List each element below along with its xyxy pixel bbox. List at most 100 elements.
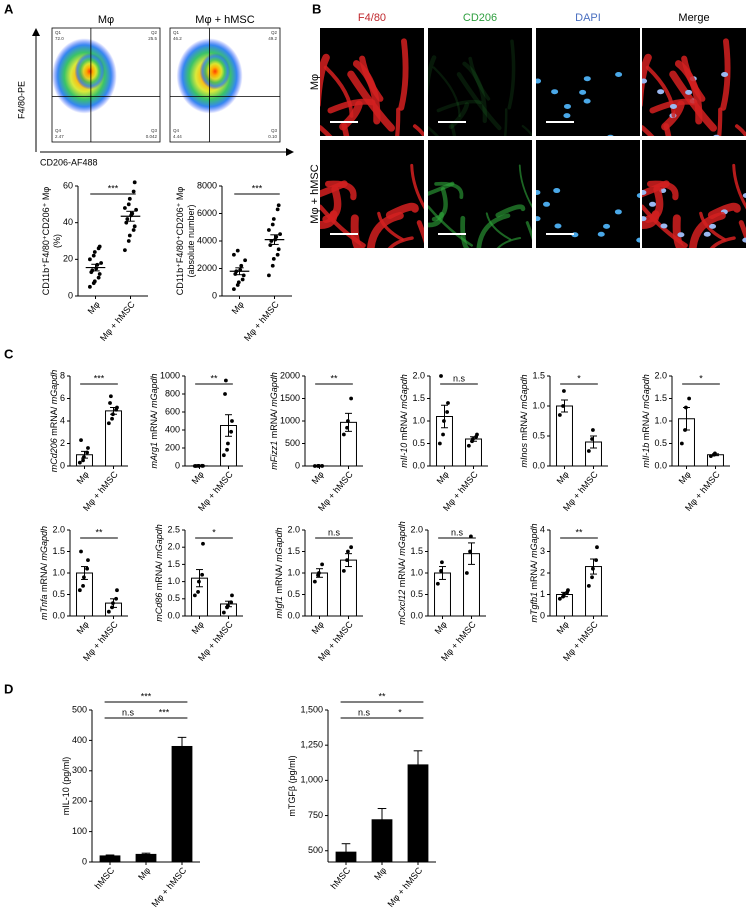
data-point xyxy=(85,566,90,571)
data-point xyxy=(192,593,197,598)
error-bar xyxy=(377,808,387,832)
bar xyxy=(340,559,357,617)
micrograph-content xyxy=(320,163,424,248)
sig-label: ** xyxy=(378,691,386,701)
data-point xyxy=(124,220,129,225)
data-point xyxy=(96,275,101,280)
data-point xyxy=(562,592,566,597)
cell xyxy=(428,126,440,136)
cell xyxy=(707,202,741,219)
sig-label: *** xyxy=(108,183,119,193)
cell xyxy=(645,65,676,118)
y-tick-label: 1.5 xyxy=(167,559,180,569)
data-point xyxy=(271,217,276,221)
arrow-head xyxy=(32,28,40,36)
label-part: mCd206 xyxy=(49,438,59,472)
label-part: mRNA/ xyxy=(269,407,279,441)
data-point xyxy=(88,257,92,262)
data-point xyxy=(201,464,205,468)
cells xyxy=(642,163,746,248)
y-tick-label: 2 xyxy=(540,567,545,577)
sig-label: ** xyxy=(210,373,218,383)
label-part: mArg1 xyxy=(149,442,159,469)
quadrant-value: 2.47 xyxy=(55,134,64,139)
cell xyxy=(720,38,731,111)
data-point xyxy=(590,575,594,580)
nucleus xyxy=(543,201,551,207)
cell xyxy=(428,211,444,228)
data-point xyxy=(123,206,127,210)
nucleus xyxy=(563,103,571,109)
y-tick-label: 1500 xyxy=(280,393,300,403)
error-bar xyxy=(177,736,187,757)
y-tick-label: 0.5 xyxy=(167,593,180,603)
bar xyxy=(465,438,482,467)
data-point xyxy=(269,239,274,243)
y-tick-label: 500 xyxy=(72,704,87,714)
y-axis-label: mTGFβ (pg/ml) xyxy=(287,755,297,816)
data-point xyxy=(557,596,562,601)
quadrant-value: 72.0 xyxy=(55,36,64,41)
y-tick-label: 0 xyxy=(295,460,300,470)
sig-label: * xyxy=(212,527,216,537)
data-point xyxy=(240,277,245,282)
y-tick-label: 4 xyxy=(540,524,545,534)
sig-label: ** xyxy=(95,527,103,537)
data-point xyxy=(442,419,446,423)
label-part: mRNA/ xyxy=(274,562,284,596)
cell xyxy=(460,215,470,248)
y-tick-label: 2.0 xyxy=(287,524,300,534)
sig-label: *** xyxy=(94,373,105,383)
bar xyxy=(171,745,193,863)
data-point xyxy=(679,441,684,446)
data-point xyxy=(229,429,234,434)
x-tick-label: Mφ xyxy=(190,619,206,636)
cell xyxy=(468,56,491,101)
y-tick-label: 400 xyxy=(165,424,180,434)
label-part: mRNA/ xyxy=(641,409,651,443)
data-point xyxy=(197,464,201,468)
nucleus xyxy=(685,89,693,95)
nucleus xyxy=(742,193,746,198)
cell xyxy=(503,108,508,136)
cell xyxy=(732,163,746,210)
y-tick-label: 60 xyxy=(63,180,73,190)
panel-label: A xyxy=(4,1,14,16)
data-point xyxy=(82,575,86,580)
y-tick-label: 0.0 xyxy=(287,610,300,620)
y-tick-label: 0 xyxy=(60,460,65,470)
data-point xyxy=(125,217,130,221)
cell xyxy=(738,220,746,244)
x-tick-label: Mφ xyxy=(230,299,246,316)
y-tick-label: 0.0 xyxy=(167,610,180,620)
data-point xyxy=(234,269,239,274)
data-point xyxy=(441,432,445,437)
cell xyxy=(350,214,366,248)
y-tick-label: 4000 xyxy=(197,235,217,245)
data-point xyxy=(591,428,595,432)
x-tick-label: Mφ xyxy=(435,469,451,486)
quadrant-name: Q1 xyxy=(173,30,180,35)
data-point xyxy=(221,453,226,458)
data-point xyxy=(79,438,83,443)
label-part: mIL-10 (pg/ml) xyxy=(61,757,71,816)
micrograph-content xyxy=(642,163,746,248)
quadrant-value: 49.2 xyxy=(268,36,277,41)
y-tick-label: 2000 xyxy=(197,263,217,273)
arrow-head xyxy=(286,148,294,156)
y-axis-label: CD11b⁺F4/80⁺CD206⁺ Mφ xyxy=(41,187,51,296)
label-part: mGapdh xyxy=(274,527,284,562)
label-part: mGapdh xyxy=(519,374,529,409)
quadrant-name: Q3 xyxy=(271,128,278,133)
label-part: (%) xyxy=(52,234,62,248)
nucleus xyxy=(642,78,648,84)
y-tick-label: 0 xyxy=(212,290,217,300)
label-part: mCxcl12 xyxy=(397,590,407,625)
data-point xyxy=(239,263,244,268)
data-point xyxy=(439,568,443,573)
label-part: mGapdh xyxy=(149,373,159,408)
cell xyxy=(521,124,532,136)
data-point xyxy=(346,419,350,423)
micrograph xyxy=(536,140,640,248)
x-tick-label: Mφ xyxy=(190,469,206,486)
